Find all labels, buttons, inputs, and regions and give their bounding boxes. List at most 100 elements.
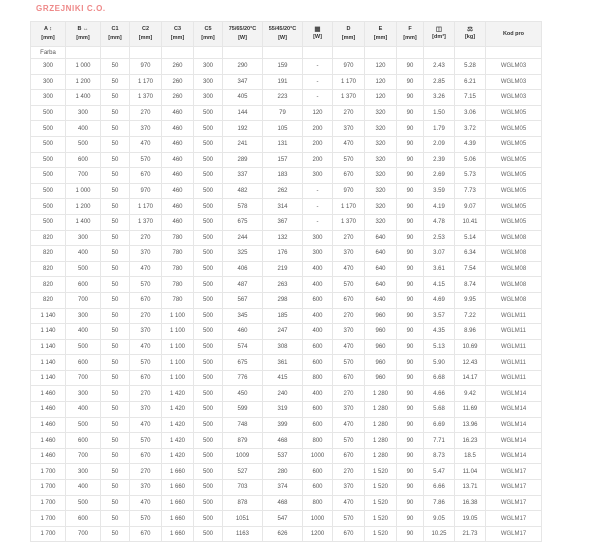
- cell-p75: 1009: [222, 447, 263, 465]
- col-unit: [mm]: [170, 35, 185, 41]
- cell-b: 300: [65, 307, 101, 325]
- cell-kg: 19.05: [454, 510, 486, 527]
- col-header-d: D [mm]: [332, 21, 365, 47]
- cell-c1: 50: [100, 401, 130, 418]
- farba-empty-cell: [262, 46, 303, 59]
- cell-b: 700: [65, 525, 101, 543]
- cell-c3: 460: [161, 213, 194, 231]
- cell-kod: WGLM17: [485, 463, 542, 481]
- cell-c5: 500: [193, 213, 223, 231]
- cell-a: 300: [30, 58, 66, 75]
- col-unit: [mm]: [41, 35, 55, 41]
- cell-kod: WGLM11: [485, 354, 542, 371]
- cell-hw: 200: [302, 120, 333, 137]
- cell-hw: 1000: [302, 510, 333, 527]
- cell-c2: 1 170: [129, 73, 162, 91]
- cell-c5: 500: [193, 338, 223, 356]
- cell-hw: 400: [302, 260, 333, 278]
- cell-f: 90: [396, 494, 424, 512]
- cell-kod: WGLM05: [485, 213, 542, 231]
- cell-d: 470: [332, 260, 365, 278]
- cell-vol: 7.71: [423, 432, 455, 449]
- cell-c5: 500: [193, 479, 223, 496]
- cell-b: 1 200: [65, 73, 101, 91]
- cell-kg: 3.06: [454, 104, 486, 122]
- cell-f: 90: [396, 385, 424, 403]
- cell-c3: 1 420: [161, 416, 194, 434]
- cell-p55: 319: [262, 401, 303, 418]
- cell-d: 370: [332, 120, 365, 137]
- cell-c3: 460: [161, 198, 194, 215]
- cell-b: 400: [65, 245, 101, 262]
- cell-c2: 270: [129, 463, 162, 481]
- cell-kod: WGLM08: [485, 291, 542, 309]
- cell-p55: 280: [262, 463, 303, 481]
- cell-c1: 50: [100, 245, 130, 262]
- cell-c1: 50: [100, 58, 130, 75]
- cell-f: 90: [396, 369, 424, 387]
- cell-f: 90: [396, 510, 424, 527]
- cell-vol: 4.15: [423, 276, 455, 293]
- col-header-b: B ↔ [mm]: [65, 21, 101, 47]
- cell-hw: 300: [302, 167, 333, 184]
- cell-a: 500: [30, 104, 66, 122]
- cell-c1: 50: [100, 447, 130, 465]
- cell-p55: 183: [262, 167, 303, 184]
- cell-d: 370: [332, 401, 365, 418]
- cell-c5: 500: [193, 198, 223, 215]
- cell-f: 90: [396, 432, 424, 449]
- table-row: 500 1 000 50 970 460 500 482 262-970 320 90 3.59 7.…: [30, 182, 542, 200]
- cell-c2: 270: [129, 104, 162, 122]
- cell-c3: 780: [161, 276, 194, 293]
- cell-e: 960: [364, 338, 397, 356]
- cell-d: 370: [332, 245, 365, 262]
- cell-d: 1 370: [332, 89, 365, 106]
- cell-c5: 500: [193, 182, 223, 200]
- cell-d: 370: [332, 479, 365, 496]
- farba-empty-cell: [193, 46, 223, 59]
- cell-p55: 537: [262, 447, 303, 465]
- water-volume-icon: ◫: [435, 26, 443, 34]
- cell-c2: 570: [129, 510, 162, 527]
- cell-p75: 450: [222, 385, 263, 403]
- table-row: 300 1 000 50 970 260 300 290 159-970 120 90 2.43 5.…: [30, 58, 542, 75]
- cell-kod: WGLM05: [485, 120, 542, 137]
- cell-c1: 50: [100, 385, 130, 403]
- table-row: 300 1 200 50 1 170 260 300 347 191-1 170 120 90 2.…: [30, 73, 542, 91]
- table-row: 500 600 50 570 460 500 289 157 200 570 320 90 2.39 5.…: [30, 151, 542, 169]
- cell-kg: 7.15: [454, 89, 486, 106]
- cell-f: 90: [396, 401, 424, 418]
- cell-c2: 670: [129, 291, 162, 309]
- cell-e: 1 280: [364, 401, 397, 418]
- cell-p75: 1051: [222, 510, 263, 527]
- cell-hw: 800: [302, 494, 333, 512]
- col-unit: [mm]: [138, 35, 153, 41]
- cell-c1: 50: [100, 104, 130, 122]
- cell-p55: 131: [262, 135, 303, 153]
- cell-c2: 370: [129, 479, 162, 496]
- cell-b: 400: [65, 479, 101, 496]
- cell-kod: WGLM05: [485, 151, 542, 169]
- cell-p75: 345: [222, 307, 263, 325]
- cell-c1: 50: [100, 291, 130, 309]
- cell-p75: 290: [222, 58, 263, 75]
- cell-c1: 50: [100, 213, 130, 231]
- cell-d: 670: [332, 167, 365, 184]
- cell-kod: WGLM05: [485, 198, 542, 215]
- cell-e: 960: [364, 354, 397, 371]
- cell-a: 1 140: [30, 338, 66, 356]
- cell-d: 270: [332, 307, 365, 325]
- cell-a: 1 460: [30, 447, 66, 465]
- cell-vol: 6.68: [423, 369, 455, 387]
- cell-f: 90: [396, 525, 424, 543]
- cell-hw: 600: [302, 463, 333, 481]
- cell-kod: WGLM08: [485, 229, 542, 247]
- cell-a: 1 700: [30, 494, 66, 512]
- cell-f: 90: [396, 245, 424, 262]
- cell-kod: WGLM17: [485, 494, 542, 512]
- cell-a: 500: [30, 213, 66, 231]
- cell-e: 1 280: [364, 385, 397, 403]
- cell-vol: 5.90: [423, 354, 455, 371]
- electric-heater-icon: ▦: [314, 26, 321, 34]
- cell-b: 600: [65, 151, 101, 169]
